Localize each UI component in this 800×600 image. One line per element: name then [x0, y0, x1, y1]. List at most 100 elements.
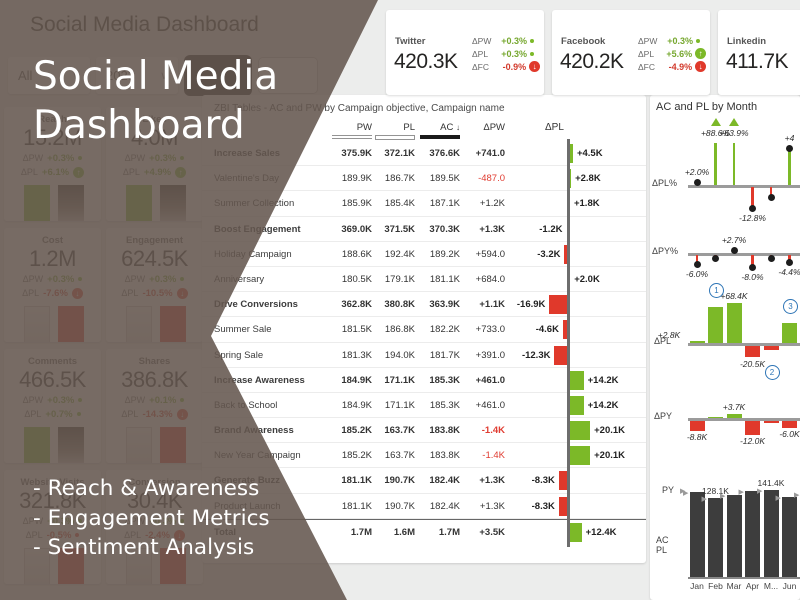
dpl-bar	[558, 471, 568, 491]
column-header-dpl[interactable]: ΔPL	[545, 122, 564, 133]
row-name: Increase Awareness	[214, 374, 305, 386]
cell-dpw: +461.0	[475, 399, 505, 411]
cell-dpl-bar: +14.2K	[505, 368, 646, 392]
social-card-facebook[interactable]: Facebook 420.2K ΔPW +0.3% ΔPL +5.6% ↑ ΔFC -4.9% ↓	[552, 10, 710, 95]
dpl-bar-label: -8.3K	[531, 500, 555, 512]
month-label: Mar	[726, 581, 742, 591]
delta-label: ΔPW	[472, 35, 492, 46]
table-row[interactable]: Holiday Campaign 188.6K 192.4K 189.2K +594.0…	[202, 242, 646, 267]
social-card-value: 420.2K	[560, 50, 624, 73]
cell-ac: 182.2K	[429, 324, 460, 336]
column-header-ac[interactable]: AC ↓	[440, 122, 460, 133]
social-card-linkedin[interactable]: Linkedin 411.7K	[718, 10, 800, 95]
dpl-bar	[568, 522, 582, 542]
table-row[interactable]: Back to School184.9K171.1K185.3K+461.0+1…	[202, 393, 646, 419]
delta-value: +0.3%	[501, 35, 527, 46]
table-row[interactable]: Increase Awareness 184.9K 171.1K 185.3K +461…	[202, 368, 646, 393]
cell-dpl-bar: +2.0K	[505, 267, 646, 291]
lollipop-stem	[751, 187, 754, 207]
dpl-bar-label: +14.2K	[587, 399, 619, 411]
py-marker-icon: ▶	[757, 488, 763, 495]
chart-value-label: +2.7%	[721, 234, 747, 245]
delta-bar	[745, 345, 760, 358]
dpl-bar	[568, 169, 572, 189]
row-name: Holiday Campaign	[214, 248, 292, 260]
chart-value-label: +63.9%	[719, 128, 749, 138]
cell-pl: 163.7K	[384, 425, 415, 437]
ac-column	[708, 498, 723, 577]
cell-dpl-bar: -1.2K	[505, 217, 646, 241]
dpl-bar-label: +1.8K	[573, 198, 600, 210]
section-label: PY	[662, 485, 675, 495]
row-name: Spring Sale	[214, 349, 264, 361]
up-dot-icon	[530, 51, 534, 56]
chart-value-label: +2.8K	[657, 330, 681, 340]
cell-pl: 192.4K	[384, 248, 415, 260]
section-label: ΔPL%	[652, 178, 678, 188]
dpl-bar	[549, 295, 568, 315]
social-card-name: Twitter	[395, 36, 426, 47]
chart-value-label: +4	[784, 132, 795, 143]
delta-value: +5.6%	[666, 48, 693, 59]
cell-pl: 1.6M	[393, 526, 415, 538]
dpl-bar-label: +12.4K	[585, 526, 617, 538]
cell-pl: 186.8K	[384, 324, 415, 336]
cell-dpl-bar: +2.8K	[505, 166, 646, 190]
cell-dpl-bar: -3.2K	[505, 242, 646, 266]
cell-ac: 189.2K	[429, 248, 460, 260]
cell-ac: 181.1K	[429, 273, 460, 285]
social-delta-row: ΔPL +0.3%	[472, 47, 540, 60]
row-name: Drive Conversions	[214, 299, 298, 311]
lollipop-stem	[714, 143, 717, 185]
dpl-axis	[688, 343, 800, 346]
arrow-down-circle-icon: ↓	[529, 61, 541, 72]
column-header-dpw[interactable]: ΔPW	[483, 122, 505, 133]
cell-dpw: +391.0	[475, 349, 505, 361]
arrow-up-circle-icon: ↑	[695, 48, 707, 59]
delta-value: -0.9%	[502, 61, 527, 72]
month-charts-panel: AC and PL by Month ΔPL% +2.0% +88.6% +63.9%…	[650, 95, 800, 600]
cell-pw: 1.7M	[350, 526, 372, 538]
cell-dpw: +1.3K	[479, 475, 505, 487]
table-row[interactable]: Boost Engagement369.0K371.5K370.3K+1.3K-…	[202, 217, 646, 242]
lollipop-dot	[749, 205, 756, 213]
delta-value: +0.3%	[501, 48, 527, 59]
dpl-bar-label: -1.2K	[539, 223, 563, 235]
cell-dpl-bar: +14.2K	[505, 393, 646, 417]
cell-pl: 186.7K	[384, 173, 415, 185]
table-row[interactable]: Brand Awareness185.2K163.7K183.8K-1.4K+2…	[202, 418, 646, 444]
social-delta-row: ΔFC -0.9% ↓	[472, 60, 541, 73]
dpl-bar-label: -3.2K	[537, 248, 561, 260]
py-marker-icon: ▶	[720, 492, 726, 500]
cell-pw: 181.3K	[341, 349, 372, 361]
cell-ac: 187.1K	[429, 198, 460, 210]
cell-dpl-bar: +4.5K	[505, 141, 646, 165]
lollipop-stem	[732, 143, 736, 185]
chart-value-label: +1	[788, 404, 800, 414]
delta-bar	[763, 345, 779, 351]
table-row[interactable]: Summer Sale 181.5K 186.8K 182.2K +733.0 -4.6K	[202, 317, 646, 343]
cell-dpw: +1.2K	[479, 198, 505, 210]
cell-ac: 189.5K	[429, 173, 460, 185]
column-header-pw[interactable]: PW	[356, 122, 372, 133]
table-row[interactable]: Spring Sale 181.3K 194.0K 181.7K +391.0 -12.3…	[202, 343, 646, 368]
dpy_pct-axis	[688, 253, 800, 256]
delta-label: ΔPW	[638, 35, 658, 46]
cell-dpw: -487.0	[478, 173, 505, 185]
dpl-bar	[554, 345, 568, 365]
dpl-bar	[568, 144, 573, 163]
column-value-label: 128.1K	[702, 486, 729, 497]
month-charts-title: AC and PL by Month	[656, 101, 758, 113]
dpl-bar-label: +20.1K	[594, 450, 626, 462]
delta-bar	[745, 420, 760, 435]
annotation-circle-3: 3	[783, 299, 798, 315]
ac-column	[689, 492, 705, 577]
cell-dpl-bar: -12.3K	[505, 343, 646, 367]
cell-pl: 190.7K	[384, 475, 415, 487]
column-header-pl[interactable]: PL	[403, 122, 415, 133]
social-card-twitter[interactable]: Twitter 420.3K ΔPW +0.3% ΔPL +0.3% ΔFC -0.9% ↓	[386, 10, 544, 95]
chart-value-label: +68.4K	[720, 290, 748, 301]
table-row[interactable]: Drive Conversions 362.8K 380.8K 363.9K +1.1K…	[202, 292, 646, 318]
cell-ac: 181.7K	[429, 349, 460, 361]
